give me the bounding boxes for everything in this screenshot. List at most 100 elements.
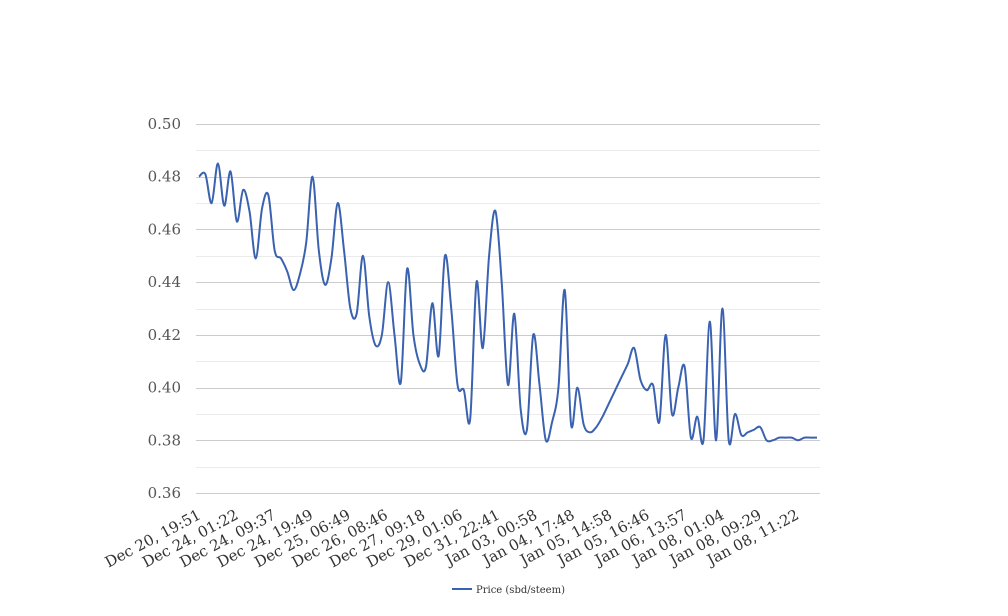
data-point [375,344,377,346]
data-point [261,207,263,209]
data-point [551,421,553,423]
data-point [671,413,673,415]
data-point [457,384,459,386]
y-tick-label: 0.44 [148,273,181,291]
data-point [702,439,704,441]
series-line [198,162,817,446]
data-point [293,289,295,291]
data-point [608,402,610,404]
data-point [810,437,812,439]
data-point [715,439,717,441]
data-point [248,210,250,212]
data-point [639,379,641,381]
data-point [444,255,446,257]
data-point [728,439,730,441]
data-point [532,334,534,336]
data-point [747,431,749,433]
y-tick-label: 0.46 [148,220,181,238]
data-point [349,308,351,310]
data-points [198,163,818,442]
data-point [305,242,307,244]
y-tick-label: 0.38 [148,431,181,449]
data-point [766,439,768,441]
data-point [387,281,389,283]
data-point [217,163,219,165]
data-point [211,202,213,204]
data-point [690,437,692,439]
legend-label: Price (sbd/steem) [476,585,565,596]
data-point [255,257,257,259]
data-point [312,176,314,178]
data-point [564,289,566,291]
data-point [236,221,238,223]
data-point [488,255,490,257]
data-point [520,408,522,410]
data-point [469,418,471,420]
data-point [400,381,402,383]
data-point [740,434,742,436]
data-point [545,439,547,441]
data-point [791,437,793,439]
y-tick-label: 0.40 [148,379,181,397]
data-point [614,389,616,391]
grid [196,124,820,494]
data-point [494,210,496,212]
data-point [267,194,269,196]
data-point [797,439,799,441]
data-point [784,437,786,439]
data-point [223,205,225,207]
data-point [621,376,623,378]
data-point [431,302,433,304]
data-point [526,429,528,431]
data-point [419,363,421,365]
y-tick-label: 0.36 [148,484,181,502]
data-point [299,273,301,275]
legend: Price (sbd/steem) [452,585,565,596]
data-point [242,189,244,191]
data-point [368,315,370,317]
data-point [583,423,585,425]
series-lines [198,162,817,446]
data-point [230,170,232,172]
data-point [381,334,383,336]
data-point [362,255,364,257]
data-point [753,429,755,431]
data-point [406,268,408,270]
data-point [274,250,276,252]
y-tick-label: 0.42 [148,326,181,344]
data-point [576,387,578,389]
data-point [772,439,774,441]
data-point [646,389,648,391]
data-point [803,437,805,439]
data-point [589,431,591,433]
data-point [570,423,572,425]
y-axis-ticks: 0.36 0.38 0.40 0.42 0.44 0.46 0.48 0.50 [148,115,181,502]
data-point [324,284,326,286]
data-point [677,387,679,389]
y-tick-label: 0.50 [148,115,181,133]
data-point [280,257,282,259]
data-point [627,363,629,365]
data-point [286,271,288,273]
data-point [482,347,484,349]
data-point [759,426,761,428]
data-point [475,281,477,283]
data-point [198,176,200,178]
data-point [330,257,332,259]
data-point [709,321,711,323]
data-point [450,308,452,310]
data-point [204,173,206,175]
data-point [778,437,780,439]
data-point [652,384,654,386]
data-point [665,334,667,336]
data-point [602,416,604,418]
data-point [816,437,818,439]
data-point [539,384,541,386]
data-point [507,384,509,386]
data-point [438,355,440,357]
data-point [734,413,736,415]
data-point [463,389,465,391]
